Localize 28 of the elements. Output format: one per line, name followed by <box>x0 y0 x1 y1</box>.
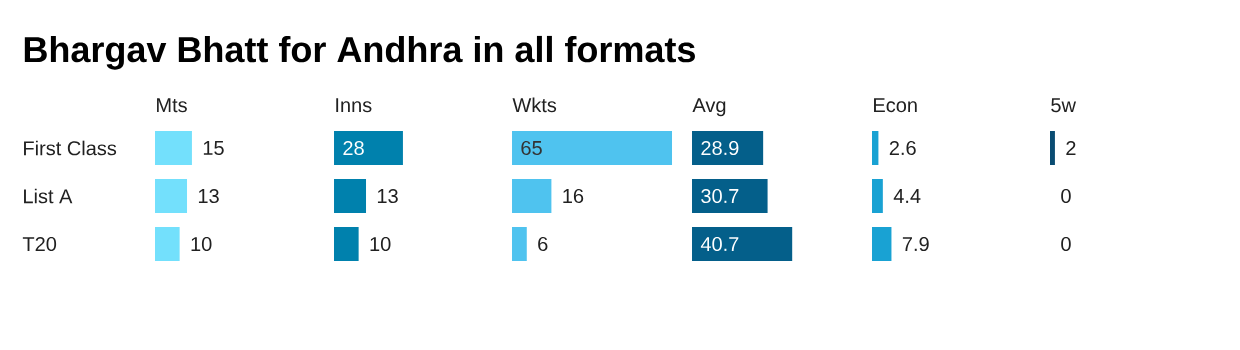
y-tick-label: First Class <box>24 140 117 156</box>
data-label: 65 <box>521 140 542 156</box>
data-label: 0 <box>1061 188 1071 204</box>
data-label: 40.7 <box>700 236 739 252</box>
data-label: 2 <box>1066 141 1076 155</box>
data-label: 28.9 <box>701 140 739 156</box>
data-label: 15 <box>203 141 224 155</box>
data-label: 4.4 <box>893 189 921 203</box>
x-axis-title: Inns <box>336 98 372 113</box>
x-axis-title: 5w <box>1051 98 1077 113</box>
x-axis-title: Econ <box>874 98 917 113</box>
data-label: 30.7 <box>701 188 739 204</box>
data-label: 16 <box>563 188 584 204</box>
text: Bhargav Bhatt for Andhra in all formats <box>24 35 695 70</box>
data-label: 2.6 <box>889 140 916 156</box>
data-label: 13 <box>377 188 398 204</box>
y-tick-label: List A <box>24 188 73 204</box>
data-label: 10 <box>191 236 212 252</box>
x-axis-title: Avg <box>692 98 726 117</box>
data-label: 10 <box>370 236 391 252</box>
data-label: 28 <box>343 140 364 156</box>
data-label: 7.9 <box>902 236 929 252</box>
data-label: 13 <box>198 188 219 204</box>
x-axis-title: Mts <box>157 98 187 113</box>
y-tick-label: T20 <box>22 236 57 252</box>
data-label: 6 <box>538 236 548 252</box>
x-axis-title: Wkts <box>512 97 557 113</box>
data-label: 0 <box>1061 236 1071 252</box>
